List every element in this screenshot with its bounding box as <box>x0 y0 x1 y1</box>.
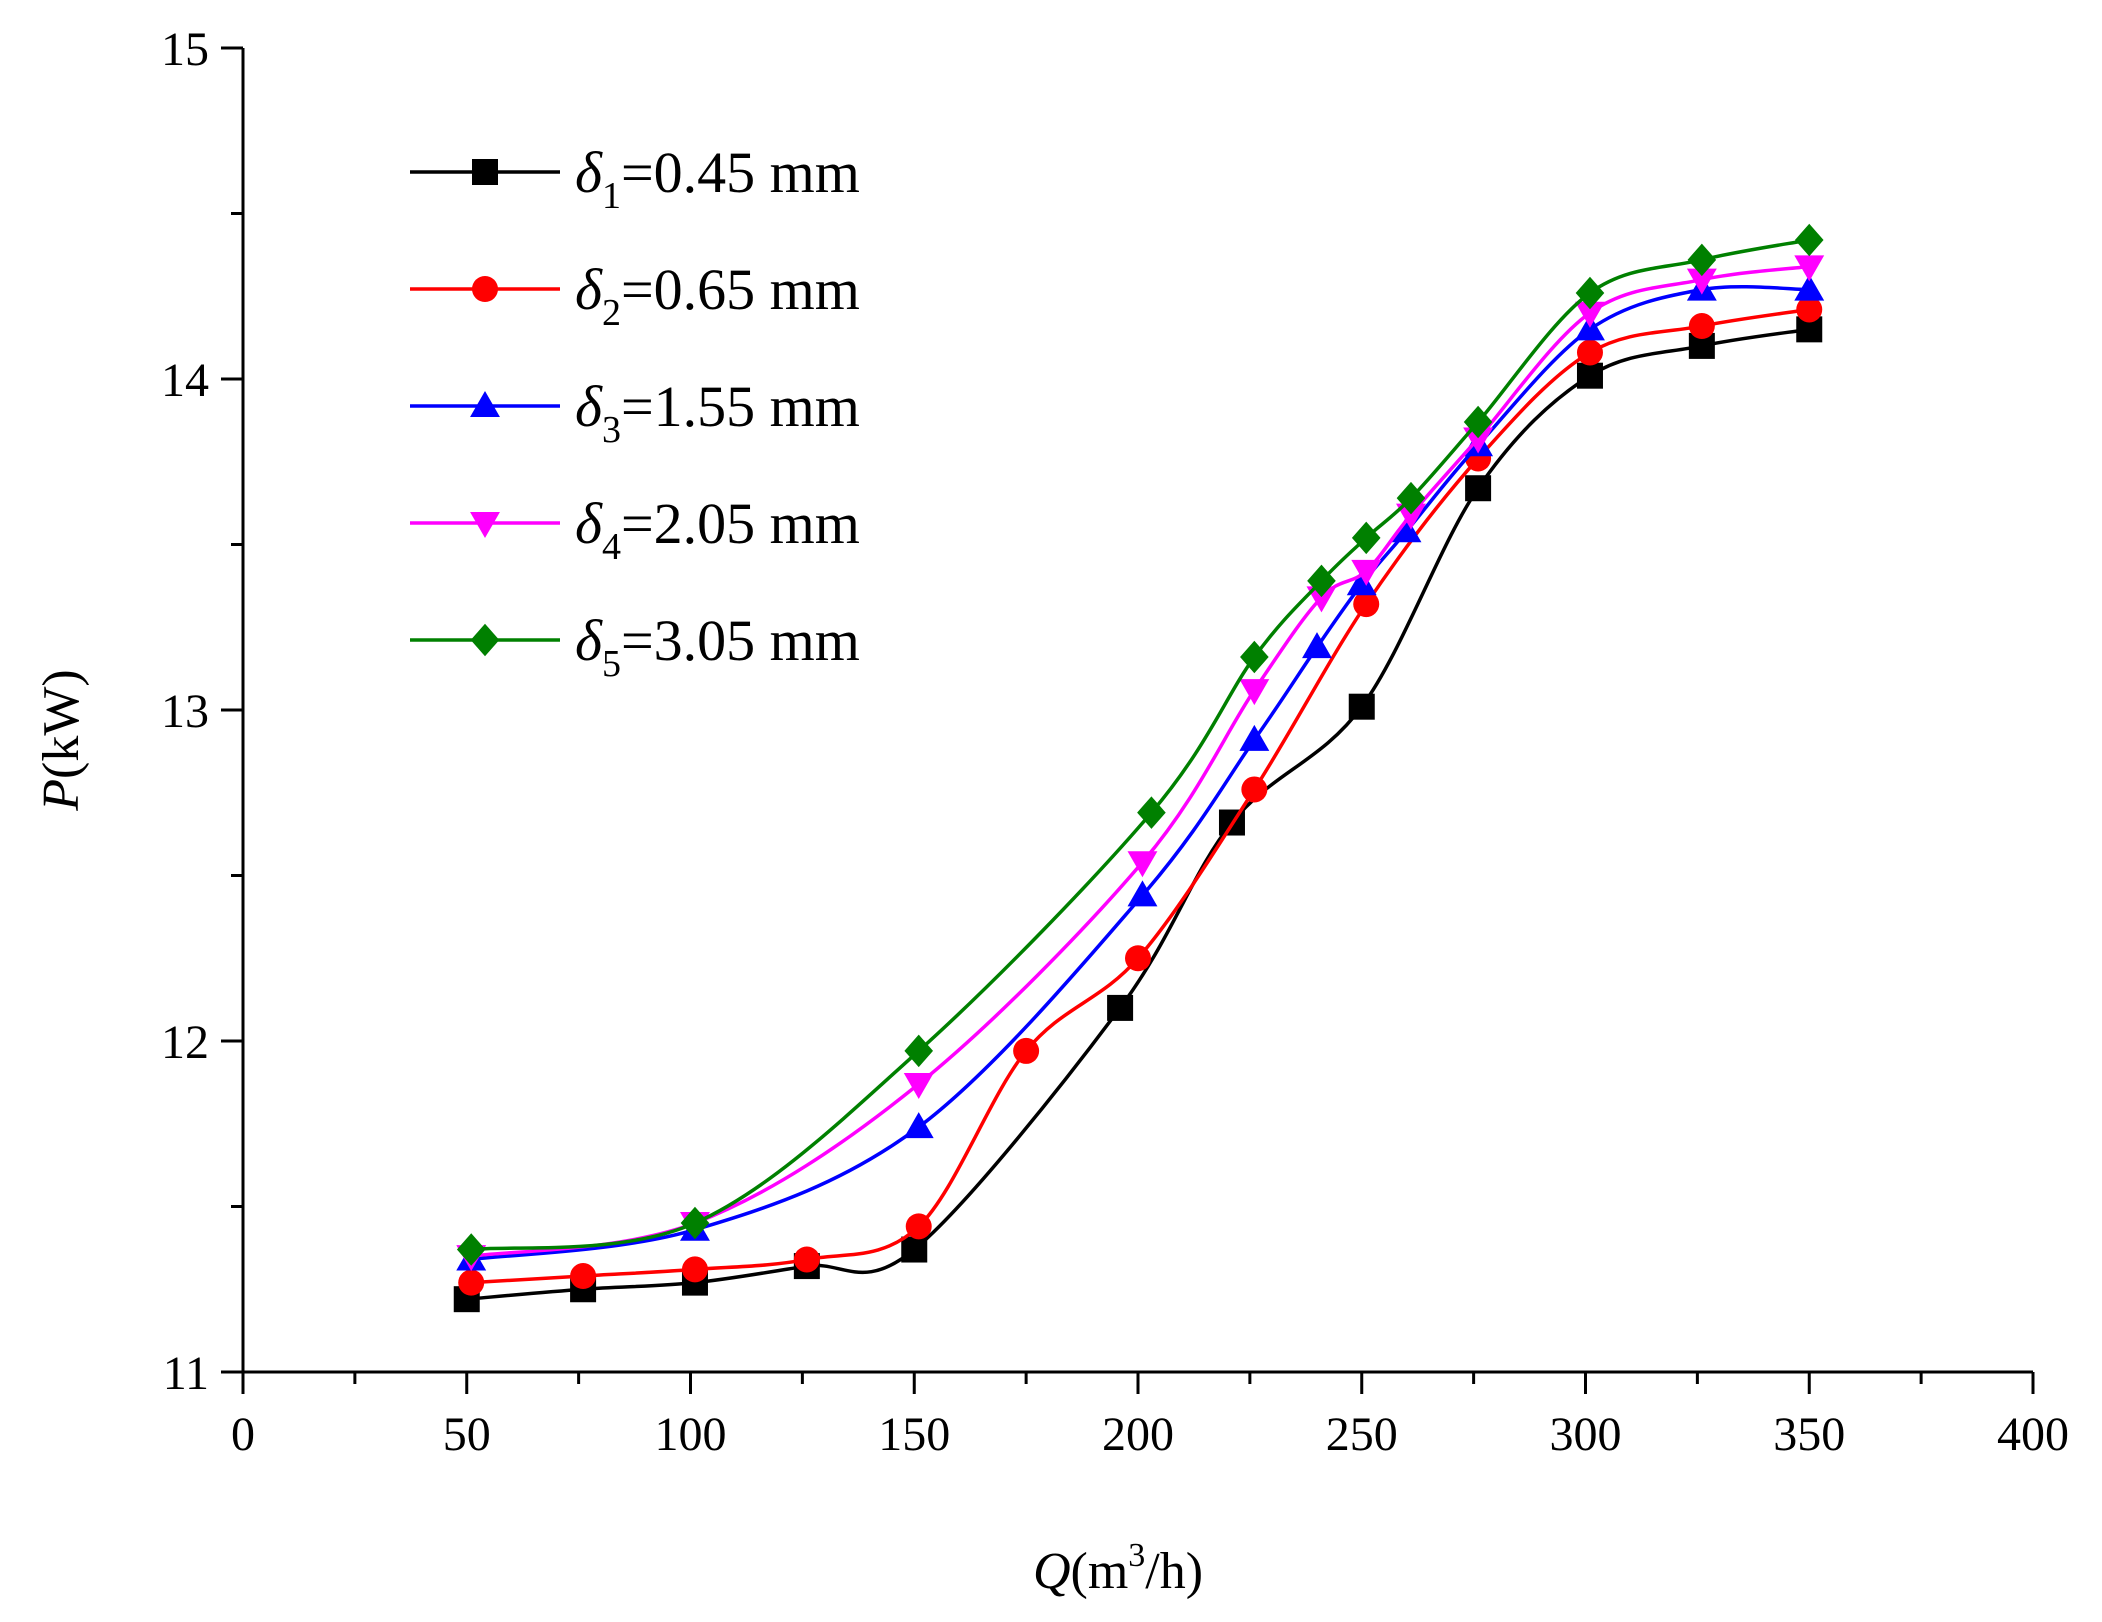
data-point <box>1013 1037 1040 1064</box>
x-tick-label: 200 <box>1102 1408 1174 1461</box>
legend-label: δ5=3.05 mm <box>575 608 860 685</box>
axes: 0 50 100 150 200 250 300 350 400 11 12 13 14 15 <box>161 23 2069 1461</box>
data-point <box>1239 724 1270 751</box>
data-point <box>793 1246 820 1273</box>
legend-item-1: δ1=0.45 mm <box>410 140 860 217</box>
legend-item-4: δ4=2.05 mm <box>410 491 860 568</box>
series-layer <box>453 223 1825 1313</box>
data-point <box>1575 301 1605 328</box>
data-point <box>681 1256 708 1283</box>
data-point <box>1240 640 1269 674</box>
legend-label: δ4=2.05 mm <box>575 491 860 568</box>
y-tick-label: 11 <box>163 1347 209 1400</box>
y-tick-label: 14 <box>161 354 209 407</box>
series-5 <box>456 223 1824 1266</box>
data-point <box>1306 586 1337 613</box>
legend-label: δ3=1.55 mm <box>575 374 860 451</box>
data-point <box>1687 243 1717 277</box>
data-point <box>904 1034 934 1068</box>
data-point <box>1346 569 1377 596</box>
data-point <box>1125 945 1151 972</box>
data-point <box>1302 632 1332 659</box>
legend-marker <box>470 391 500 418</box>
series-2 <box>458 296 1823 1296</box>
data-point <box>903 1112 934 1139</box>
data-point <box>1348 693 1375 720</box>
x-axis-title: Q(m3/h) <box>1033 1537 1203 1600</box>
data-point <box>1127 851 1158 878</box>
x-tick-label: 150 <box>878 1408 950 1461</box>
x-tick-label: 250 <box>1326 1408 1398 1461</box>
data-point <box>903 1072 934 1099</box>
data-point <box>1391 516 1422 543</box>
y-tick-label: 13 <box>161 685 209 738</box>
x-tick-label: 300 <box>1550 1408 1622 1461</box>
data-point <box>1241 776 1268 803</box>
data-point <box>1396 503 1426 530</box>
data-point <box>1794 274 1825 301</box>
series-line <box>471 307 1810 1285</box>
data-point <box>1351 521 1381 555</box>
data-point <box>905 1213 932 1240</box>
data-point <box>1463 427 1494 454</box>
data-point <box>1796 296 1823 323</box>
data-point <box>680 1206 710 1240</box>
legend-marker <box>472 159 498 185</box>
data-point <box>1688 313 1715 340</box>
data-point <box>1307 564 1336 598</box>
legend-label: δ2=0.65 mm <box>575 257 860 334</box>
data-point <box>1794 223 1824 257</box>
legend-item-3: δ3=1.55 mm <box>410 374 860 451</box>
data-point <box>901 1236 928 1263</box>
data-point <box>1351 559 1382 586</box>
data-point <box>1686 268 1717 295</box>
x-tick-label: 400 <box>1997 1408 2069 1461</box>
data-point <box>1575 276 1605 310</box>
data-point <box>1396 481 1426 515</box>
data-point <box>1353 591 1380 618</box>
x-tick-label: 350 <box>1773 1408 1845 1461</box>
legend-marker <box>470 623 500 657</box>
data-point <box>1107 994 1134 1021</box>
x-tick-label: 50 <box>443 1408 491 1461</box>
data-point <box>1576 362 1603 389</box>
data-point <box>458 1269 485 1296</box>
legend-marker <box>472 276 498 302</box>
data-point <box>1127 880 1158 907</box>
legend: δ1=0.45 mm δ2=0.65 mm δ3=1.55 mm δ4=2.05 mm… <box>410 140 860 685</box>
legend-marker <box>470 511 500 538</box>
y-tick-label: 15 <box>161 23 209 76</box>
data-point <box>1137 796 1166 829</box>
data-point <box>1239 679 1270 706</box>
data-point <box>1465 475 1492 502</box>
data-point <box>1463 405 1493 439</box>
data-point <box>456 1233 486 1266</box>
legend-item-5: δ5=3.05 mm <box>410 608 860 685</box>
legend-label: δ1=0.45 mm <box>575 140 860 217</box>
data-point <box>1576 339 1603 366</box>
x-tick-label: 0 <box>231 1408 255 1461</box>
legend-item-2: δ2=0.65 mm <box>410 257 860 334</box>
data-point <box>570 1263 597 1290</box>
x-tick-label: 100 <box>655 1408 727 1461</box>
data-point <box>1794 255 1825 282</box>
y-axis-title: P(kW) <box>33 669 90 811</box>
y-tick-label: 12 <box>161 1016 209 1069</box>
